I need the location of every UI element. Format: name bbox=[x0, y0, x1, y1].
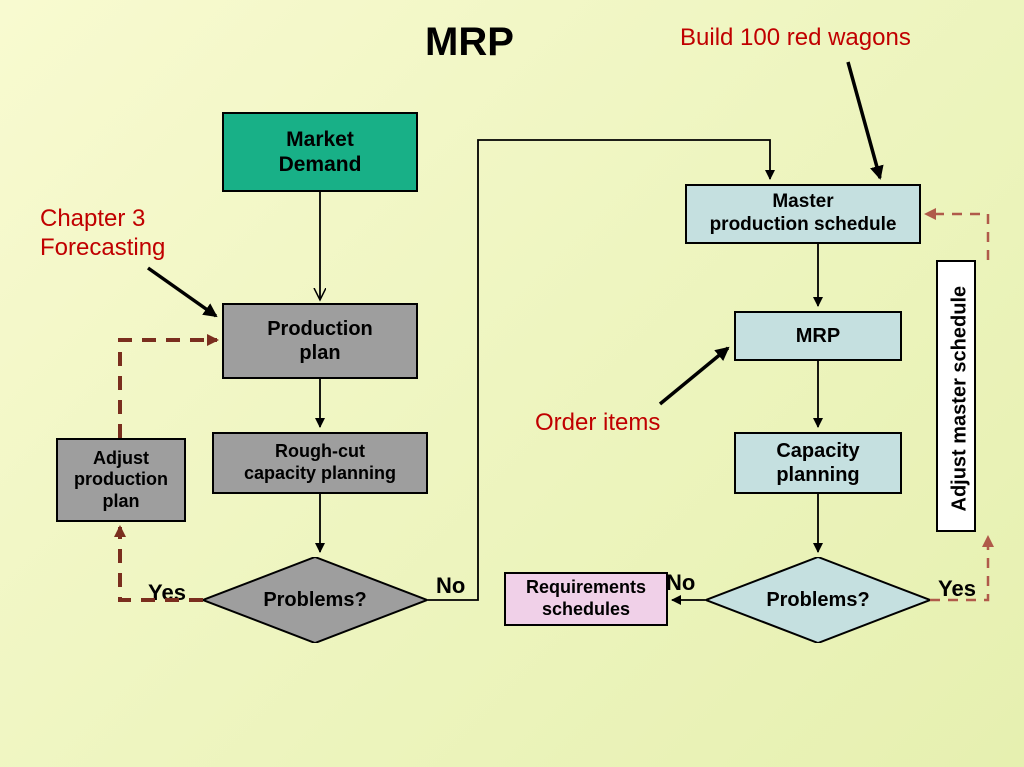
node-adjust-master-schedule-label: Adjust master schedule bbox=[949, 282, 972, 512]
edge-label-no-right: No bbox=[666, 570, 695, 596]
annotation-order: Order items bbox=[535, 409, 660, 438]
decision-problems-right: Problems? bbox=[706, 557, 930, 643]
edge-label-yes-right: Yes bbox=[938, 576, 976, 602]
annotation-build: Build 100 red wagons bbox=[680, 24, 911, 53]
node-production-plan-label: Productionplan bbox=[267, 317, 373, 365]
node-requirements-schedules: Requirementsschedules bbox=[504, 572, 668, 626]
decision-problems-right-label: Problems? bbox=[766, 589, 869, 612]
node-market-demand: MarketDemand bbox=[222, 112, 418, 192]
annotation-chapter-l1: Chapter 3 bbox=[40, 205, 145, 232]
annotation-chapter-l2: Forecasting bbox=[40, 234, 165, 261]
node-requirements-schedules-label: Requirementsschedules bbox=[526, 577, 646, 620]
arrows-layer bbox=[0, 0, 1024, 767]
node-master-schedule: Masterproduction schedule bbox=[685, 184, 921, 244]
annotation-chapter: Chapter 3 Forecasting bbox=[40, 205, 165, 263]
node-capacity-planning: Capacityplanning bbox=[734, 432, 902, 494]
node-production-plan: Productionplan bbox=[222, 303, 418, 379]
decision-problems-left-label: Problems? bbox=[263, 589, 366, 612]
node-capacity-planning-label: Capacityplanning bbox=[776, 439, 859, 487]
node-adjust-production-label: Adjustproductionplan bbox=[74, 448, 168, 513]
node-market-demand-label: MarketDemand bbox=[279, 127, 362, 177]
node-mrp-label: MRP bbox=[796, 324, 840, 348]
node-adjust-production: Adjustproductionplan bbox=[56, 438, 186, 522]
node-master-schedule-label: Masterproduction schedule bbox=[710, 191, 897, 237]
page-title: MRP bbox=[425, 20, 514, 65]
edge-label-no-left: No bbox=[436, 573, 465, 599]
decision-problems-left: Problems? bbox=[203, 557, 427, 643]
node-rough-cut-label: Rough-cutcapacity planning bbox=[244, 441, 396, 484]
edge-label-yes-left: Yes bbox=[148, 580, 186, 606]
flowchart-canvas: MRP Build 100 red wagons Chapter 3 Forec… bbox=[0, 0, 1024, 767]
node-rough-cut: Rough-cutcapacity planning bbox=[212, 432, 428, 494]
node-mrp: MRP bbox=[734, 311, 902, 361]
